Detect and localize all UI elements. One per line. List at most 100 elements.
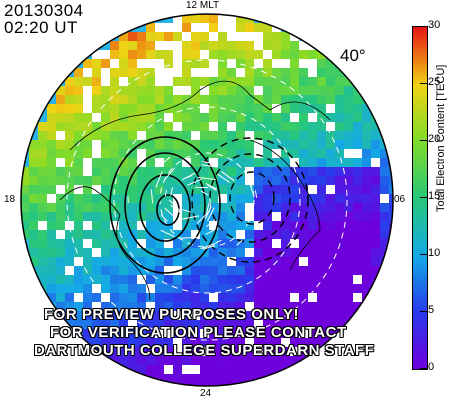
tec-pixel: [308, 59, 317, 68]
tec-pixel: [263, 149, 272, 158]
tec-pixel: [272, 176, 281, 185]
tec-pixel: [83, 311, 92, 320]
tec-pixel: [209, 374, 218, 383]
tec-pixel: [200, 50, 209, 59]
tec-pixel: [299, 284, 308, 293]
tec-pixel: [173, 275, 182, 284]
tec-pixel: [263, 329, 272, 338]
tec-pixel: [137, 320, 146, 329]
tec-pixel: [155, 266, 164, 275]
tec-pixel: [110, 347, 119, 356]
tec-pixel: [317, 329, 326, 338]
tec-pixel: [155, 374, 164, 383]
tec-pixel: [164, 176, 173, 185]
tec-pixel: [38, 248, 47, 257]
tec-pixel: [164, 113, 173, 122]
tec-pixel: [173, 68, 182, 77]
tec-pixel: [191, 374, 200, 383]
tec-pixel: [299, 77, 308, 86]
tec-pixel: [308, 104, 317, 113]
tec-pixel: [200, 347, 209, 356]
tec-pixel: [164, 167, 173, 176]
tec-pixel: [200, 68, 209, 77]
colorbar-tick-mark: [420, 140, 427, 141]
tec-pixel: [200, 176, 209, 185]
velocity-vector: [206, 219, 216, 227]
tec-pixel: [74, 284, 83, 293]
tec-pixel: [218, 194, 227, 203]
tec-pixel: [209, 257, 218, 266]
colorbar-tick-mark: [420, 197, 427, 198]
tec-pixel: [21, 221, 29, 230]
tec-pixel: [290, 59, 299, 68]
tec-pixel: [110, 320, 119, 329]
tec-pixel: [335, 275, 344, 284]
tec-pixel: [245, 203, 254, 212]
velocity-vector: [170, 187, 174, 196]
tec-pixel: [191, 329, 200, 338]
polar-tec-map: [20, 13, 394, 387]
tec-pixel: [47, 230, 56, 239]
tec-pixel: [182, 104, 191, 113]
velocity-vector: [164, 189, 167, 197]
tec-pixel: [353, 230, 362, 239]
tec-pixel: [110, 221, 119, 230]
tec-pixel: [299, 122, 308, 131]
tec-pixel: [83, 149, 92, 158]
tec-pixel: [164, 284, 173, 293]
tec-pixel: [335, 302, 344, 311]
tec-pixel: [182, 32, 191, 41]
tec-pixel: [74, 302, 83, 311]
tec-pixel: [191, 320, 200, 329]
tec-pixel: [254, 41, 263, 50]
tec-pixel: [299, 113, 308, 122]
tec-pixel: [227, 338, 236, 347]
convection-contours-dashed: [191, 137, 309, 263]
tec-pixel: [245, 86, 254, 95]
tec-pixel: [317, 275, 326, 284]
tec-pixel: [218, 329, 227, 338]
tec-pixel: [146, 257, 155, 266]
tec-pixel: [245, 383, 254, 386]
tec-pixel: [191, 311, 200, 320]
tec-pixel: [173, 167, 182, 176]
tec-pixel: [56, 266, 65, 275]
tec-pixel: [353, 122, 362, 131]
tec-pixel: [299, 149, 308, 158]
tec-pixel: [119, 167, 128, 176]
tec-pixel: [353, 140, 362, 149]
tec-pixel: [263, 365, 272, 374]
tec-pixel: [254, 95, 263, 104]
tec-pixel: [74, 104, 83, 113]
tec-pixel: [110, 212, 119, 221]
tec-pixel: [344, 203, 353, 212]
tec-pixel: [191, 275, 200, 284]
tec-pixel: [101, 140, 110, 149]
tec-pixel: [335, 140, 344, 149]
tec-pixel: [308, 257, 317, 266]
tec-pixel: [200, 356, 209, 365]
tec-pixel: [146, 356, 155, 365]
tec-pixel: [254, 158, 263, 167]
tec-pixel: [83, 167, 92, 176]
tec-pixel: [362, 185, 371, 194]
tec-pixel: [299, 185, 308, 194]
tec-pixel: [344, 284, 353, 293]
tec-pixel: [83, 239, 92, 248]
tec-pixel: [236, 104, 245, 113]
tec-pixel: [182, 230, 191, 239]
tec-pixel: [65, 104, 74, 113]
tec-pixel: [317, 104, 326, 113]
tec-pixel: [128, 104, 137, 113]
tec-pixel: [299, 311, 308, 320]
colorbar-tick-label: 5: [428, 304, 435, 316]
tec-pixel: [353, 212, 362, 221]
tec-pixel: [146, 50, 155, 59]
tec-pixel: [182, 293, 191, 302]
tec-pixel: [146, 284, 155, 293]
tec-pixel: [227, 113, 236, 122]
tec-pixel: [155, 176, 164, 185]
tec-pixel: [164, 203, 173, 212]
tec-pixel: [335, 176, 344, 185]
tec-pixel: [344, 185, 353, 194]
